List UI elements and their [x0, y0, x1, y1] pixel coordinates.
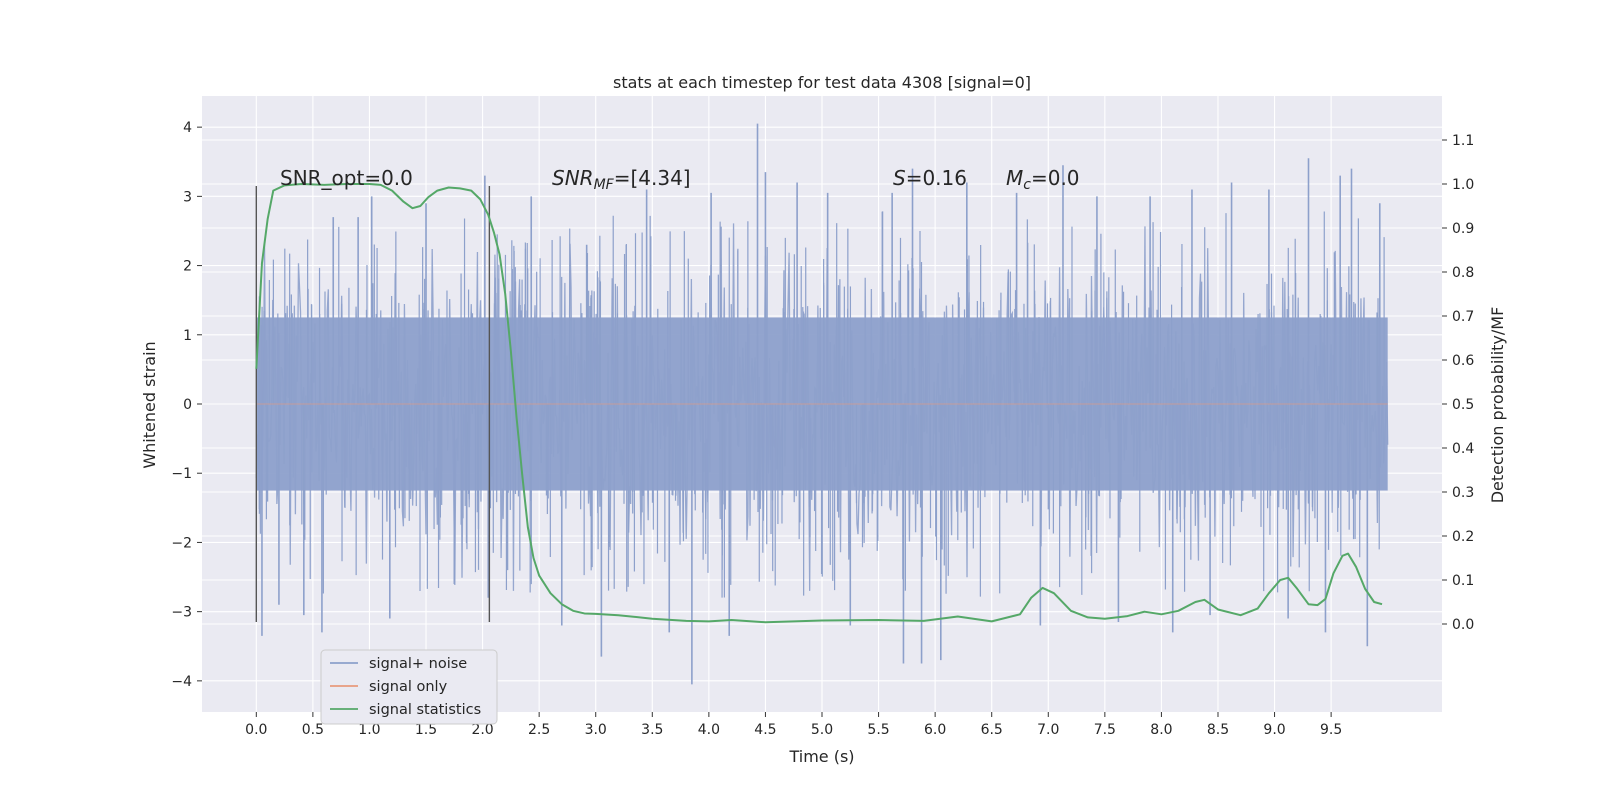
- x-tick-label: 1.0: [358, 722, 380, 738]
- x-tick-label: 9.5: [1320, 722, 1342, 738]
- segment-markers: [255, 185, 491, 623]
- y-right-tick-label: 0.6: [1452, 353, 1474, 369]
- x-tick-label: 8.5: [1207, 722, 1229, 738]
- y-right-tick-label: 1.1: [1452, 133, 1474, 149]
- y-right-tick-label: 0.2: [1452, 529, 1474, 545]
- y-right-tick-label: 0.0: [1452, 617, 1474, 633]
- y-axis-label: Whitened strain: [140, 341, 159, 468]
- x-axis-ticks: 0.0 0.5 1.0 1.5 2.0 2.5 3.0 3.5 4.0 4.5 5.0 5.5 6.0 6…: [245, 712, 1342, 738]
- annotation-snr-mf: SNRMF=[4.34]: [552, 166, 691, 193]
- x-tick-label: 5.0: [811, 722, 833, 738]
- x-tick-label: 7.5: [1094, 722, 1116, 738]
- y-tick-label: −1: [171, 466, 192, 482]
- y-tick-label: 3: [183, 189, 192, 205]
- legend: signal+ noise signal only signal statist…: [320, 649, 498, 725]
- x-tick-label: 4.5: [754, 722, 776, 738]
- y-right-tick-label: 0.9: [1452, 221, 1474, 237]
- annotation-mc-sub: c: [1023, 177, 1031, 193]
- annotation-s-value: =0.16: [906, 166, 967, 190]
- series-signal-statistics: [255, 183, 1383, 624]
- annotation-snr-opt: SNR_opt=0.0: [280, 166, 413, 190]
- annotation-snr-mf-main: SNR: [552, 166, 594, 190]
- x-tick-label: 7.0: [1037, 722, 1059, 738]
- annotation-mc-value: =0.0: [1031, 166, 1080, 190]
- annotation-mc-main: M: [1006, 166, 1023, 190]
- y-tick-label: 2: [183, 259, 192, 275]
- legend-label-signal-only: signal only: [369, 679, 448, 695]
- y-tick-label: −2: [171, 535, 192, 551]
- x-tick-label: 1.5: [415, 722, 437, 738]
- annotation-s: S=0.16: [893, 166, 967, 190]
- y-right-tick-label: 0.3: [1452, 485, 1474, 501]
- x-tick-label: 8.0: [1150, 722, 1172, 738]
- legend-box: [320, 649, 498, 725]
- y-right-axis-label: Detection probability/MF: [1488, 307, 1507, 504]
- y-right-tick-label: 1.0: [1452, 177, 1474, 193]
- y-right-tick-label: 0.8: [1452, 265, 1474, 281]
- x-axis-label: Time (s): [788, 747, 854, 766]
- annotation-mc: Mc=0.0: [1006, 166, 1080, 193]
- x-tick-label: 0.5: [302, 722, 324, 738]
- y-axis-ticks: 4 3 2 1 0 −1 −2 −3 −4: [171, 120, 202, 690]
- chart-title: stats at each timestep for test data 430…: [613, 73, 1031, 92]
- x-tick-label: 3.5: [641, 722, 663, 738]
- x-tick-label: 5.5: [867, 722, 889, 738]
- x-tick-label: 4.0: [698, 722, 720, 738]
- y-tick-label: 1: [183, 328, 192, 344]
- annotation-snr-mf-sub: MF: [594, 177, 615, 193]
- legend-label-signal-plus-noise: signal+ noise: [369, 656, 467, 672]
- y-tick-label: 0: [183, 397, 192, 413]
- x-tick-label: 6.0: [924, 722, 946, 738]
- annotation-snr-mf-value: =[4.34]: [614, 166, 691, 190]
- y-right-tick-label: 0.4: [1452, 441, 1474, 457]
- y-tick-label: −4: [171, 674, 192, 690]
- x-tick-label: 2.5: [528, 722, 550, 738]
- y-right-tick-label: 0.1: [1452, 573, 1474, 589]
- x-tick-label: 9.0: [1263, 722, 1285, 738]
- y-right-axis-ticks: 1.1 1.0 0.9 0.8 0.7 0.6 0.5 0.4 0.3 0.2 0.1 0.0: [1442, 133, 1474, 633]
- x-tick-label: 2.0: [471, 722, 493, 738]
- legend-label-signal-statistics: signal statistics: [369, 702, 481, 718]
- signal-statistics-line: [255, 183, 1383, 624]
- y-tick-label: −3: [171, 605, 192, 621]
- y-tick-label: 4: [183, 120, 192, 136]
- x-tick-label: 6.5: [981, 722, 1003, 738]
- annotation-s-main: S: [893, 166, 906, 190]
- y-right-tick-label: 0.5: [1452, 397, 1474, 413]
- x-tick-label: 0.0: [245, 722, 267, 738]
- x-tick-label: 3.0: [585, 722, 607, 738]
- y-right-tick-label: 0.7: [1452, 309, 1474, 325]
